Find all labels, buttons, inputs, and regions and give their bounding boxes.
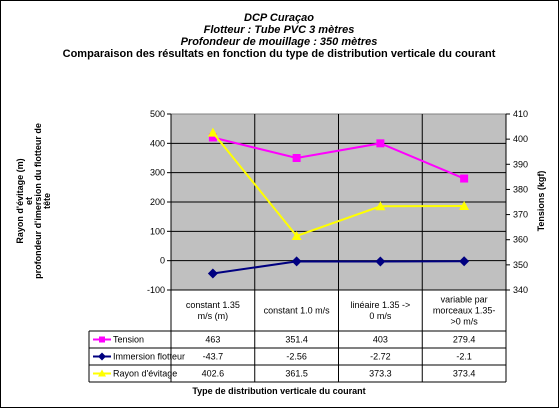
series-lines xyxy=(207,127,470,279)
data-point xyxy=(99,336,105,343)
data-point xyxy=(207,127,218,137)
data-point xyxy=(459,256,470,267)
category-label: linéaire 1.35 -> xyxy=(350,300,410,310)
category-label: constant 1.35 xyxy=(186,300,240,310)
category-label: 0 m/s xyxy=(369,311,392,321)
chart-title-line: Profondeur de mouillage : 350 mètres xyxy=(181,36,378,48)
data-value: -2.72 xyxy=(370,352,391,362)
data-point xyxy=(291,230,302,240)
series-line xyxy=(212,131,465,238)
data-value: -2.56 xyxy=(286,352,307,362)
data-point xyxy=(291,256,302,267)
category-label: variable par xyxy=(441,295,488,305)
legend-entry: Immersion flotteur xyxy=(93,352,185,362)
left-tick-label: 300 xyxy=(150,168,165,178)
series-line xyxy=(212,136,465,180)
left-axis: -100 0 100 200 300 400 500 xyxy=(147,109,172,295)
data-point xyxy=(460,174,469,183)
right-tick-label: 400 xyxy=(513,134,528,144)
left-axis-title-line: tête xyxy=(42,193,52,209)
data-value: 373.3 xyxy=(369,369,392,379)
chart-title-line: DCP Curaçao xyxy=(244,12,314,24)
legend-label: Immersion flotteur xyxy=(113,352,185,362)
left-axis-title: Rayon d'évitage (m) et profondeur d'imersi… xyxy=(15,123,52,279)
data-value: 403 xyxy=(373,335,388,345)
legend-label: Rayon d'évitage xyxy=(113,369,177,379)
right-tick-label: 370 xyxy=(513,210,528,220)
right-tick-label: 410 xyxy=(513,109,528,119)
left-tick-label: 0 xyxy=(160,256,165,266)
right-axis: 340 350 360 370 380 390 400 410 xyxy=(505,109,528,295)
data-value: 402.6 xyxy=(202,369,225,379)
series-rayon-d-vitage xyxy=(207,127,470,240)
legend-entry: Tension xyxy=(93,335,144,345)
right-tick-label: 380 xyxy=(513,184,528,194)
right-tick-label: 360 xyxy=(513,235,528,245)
series-line xyxy=(212,260,465,275)
chart-title-line: Flotteur : Tube PVC 3 mètres xyxy=(204,24,355,36)
left-axis-title-line: Rayon d'évitage (m) xyxy=(15,158,25,243)
left-axis-title-line: profondeur d'imersion du flotteur de xyxy=(33,123,43,279)
data-value: -43.7 xyxy=(203,352,224,362)
right-tick-label: 390 xyxy=(513,159,528,169)
left-tick-label: 100 xyxy=(150,226,165,236)
data-point xyxy=(98,369,106,377)
category-label: m/s (m) xyxy=(198,311,229,321)
data-point xyxy=(292,154,301,162)
series-immersion-flotteur xyxy=(207,256,470,279)
right-tick-label: 350 xyxy=(513,260,528,270)
category-label: morceaux 1.35- xyxy=(433,306,496,316)
data-value: 279.4 xyxy=(453,335,476,345)
x-axis-title: Type de distribution verticale du couran… xyxy=(192,386,365,396)
category-label: constant 1.0 m/s xyxy=(264,306,331,316)
data-value: -2.1 xyxy=(456,352,472,362)
series-tension xyxy=(208,133,469,183)
left-tick-label: 200 xyxy=(150,197,165,207)
left-tick-label: -100 xyxy=(147,285,165,295)
data-point xyxy=(375,201,386,211)
right-tick-label: 340 xyxy=(513,285,528,295)
chart-title-line: Comparaison des résultats en fonction du… xyxy=(63,48,496,60)
data-value: 351.4 xyxy=(285,335,308,345)
axis-titles: Type de distribution verticale du couran… xyxy=(15,123,546,396)
data-value: 373.4 xyxy=(453,369,476,379)
data-point xyxy=(207,268,218,279)
data-point xyxy=(459,201,470,211)
left-tick-label: 500 xyxy=(150,109,165,119)
data-point xyxy=(375,256,386,267)
data-point xyxy=(98,352,106,361)
data-point xyxy=(376,139,385,148)
left-tick-label: 400 xyxy=(150,138,165,148)
data-value: 463 xyxy=(205,335,220,345)
data-value: 361.5 xyxy=(285,369,308,379)
data-table: constant 1.35m/s (m) constant 1.0 m/s liné… xyxy=(88,289,507,383)
legend-label: Tension xyxy=(113,335,144,345)
category-label: >0 m/s xyxy=(450,317,478,327)
data-point xyxy=(208,133,217,142)
left-axis-title-line: et xyxy=(24,197,34,205)
legend-entry: Rayon d'évitage xyxy=(93,369,177,379)
right-axis-title: Tensions (kgf) xyxy=(536,171,546,232)
